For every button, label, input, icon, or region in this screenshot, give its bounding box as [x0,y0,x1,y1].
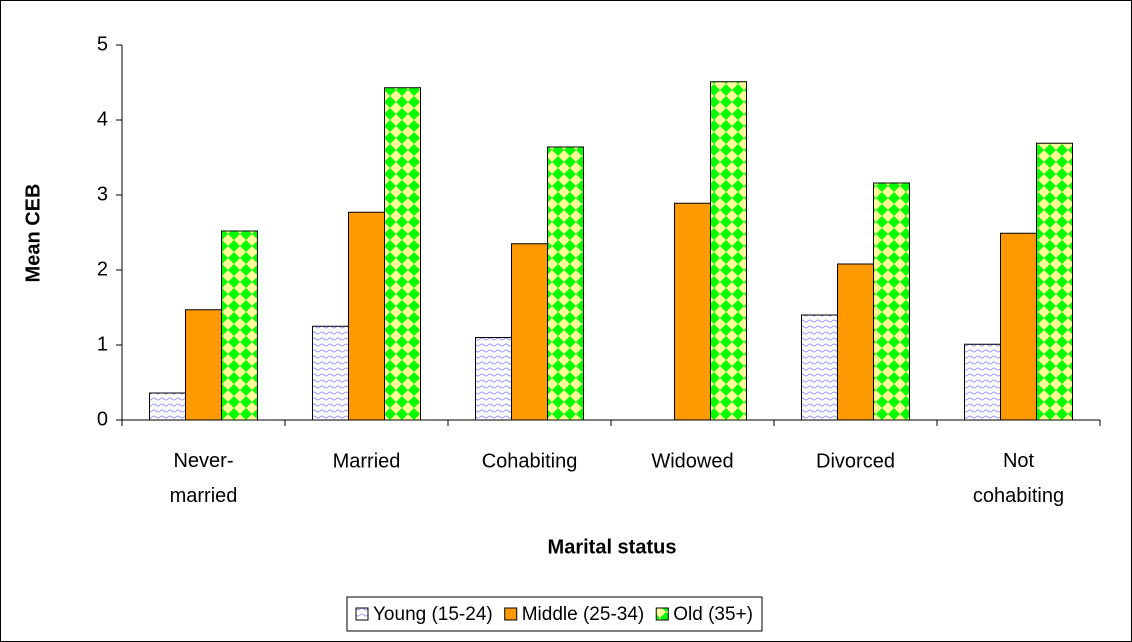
y-tick-label: 2 [97,258,108,280]
bar [710,81,747,421]
bar [873,182,910,421]
bar [185,309,222,421]
x-tick-label: Divorced [816,450,895,472]
y-tick-label: 4 [97,108,108,130]
legend-swatch [355,607,369,621]
x-tick-label: Cohabiting [482,450,578,472]
y-tick-label: 5 [97,33,108,55]
y-tick-label: 0 [97,408,108,430]
legend-box [346,596,763,632]
bar [1000,232,1037,421]
legend-label: Young (15-24) [373,604,493,625]
x-tick-label: Married [333,450,401,472]
y-tick-label: 3 [97,183,108,205]
bar [547,146,584,421]
legend: Young (15-24) Middle (25-34) Old (35+) [346,596,763,632]
legend-label: Middle (25-34) [522,604,645,625]
bar [475,337,512,421]
bar [964,343,1001,421]
bar [801,314,838,421]
bar [312,325,349,421]
x-tick-label: Widowed [651,450,733,472]
y-tick-label: 1 [97,333,108,355]
bar [837,263,874,421]
bar [674,202,711,421]
x-axis-title: Marital status [548,536,677,558]
bar [348,211,385,421]
y-axis-title: Mean CEB [22,184,44,283]
legend-label: Old (35+) [673,604,753,625]
legend-swatch [655,607,669,621]
bar [149,392,186,421]
legend-swatch [504,607,518,621]
bar [384,87,421,421]
x-tick-label: Never-married [170,450,238,507]
bar [1036,142,1073,421]
x-tick-label: Not cohabiting [973,450,1064,507]
bar [511,243,548,421]
bar [221,230,258,421]
